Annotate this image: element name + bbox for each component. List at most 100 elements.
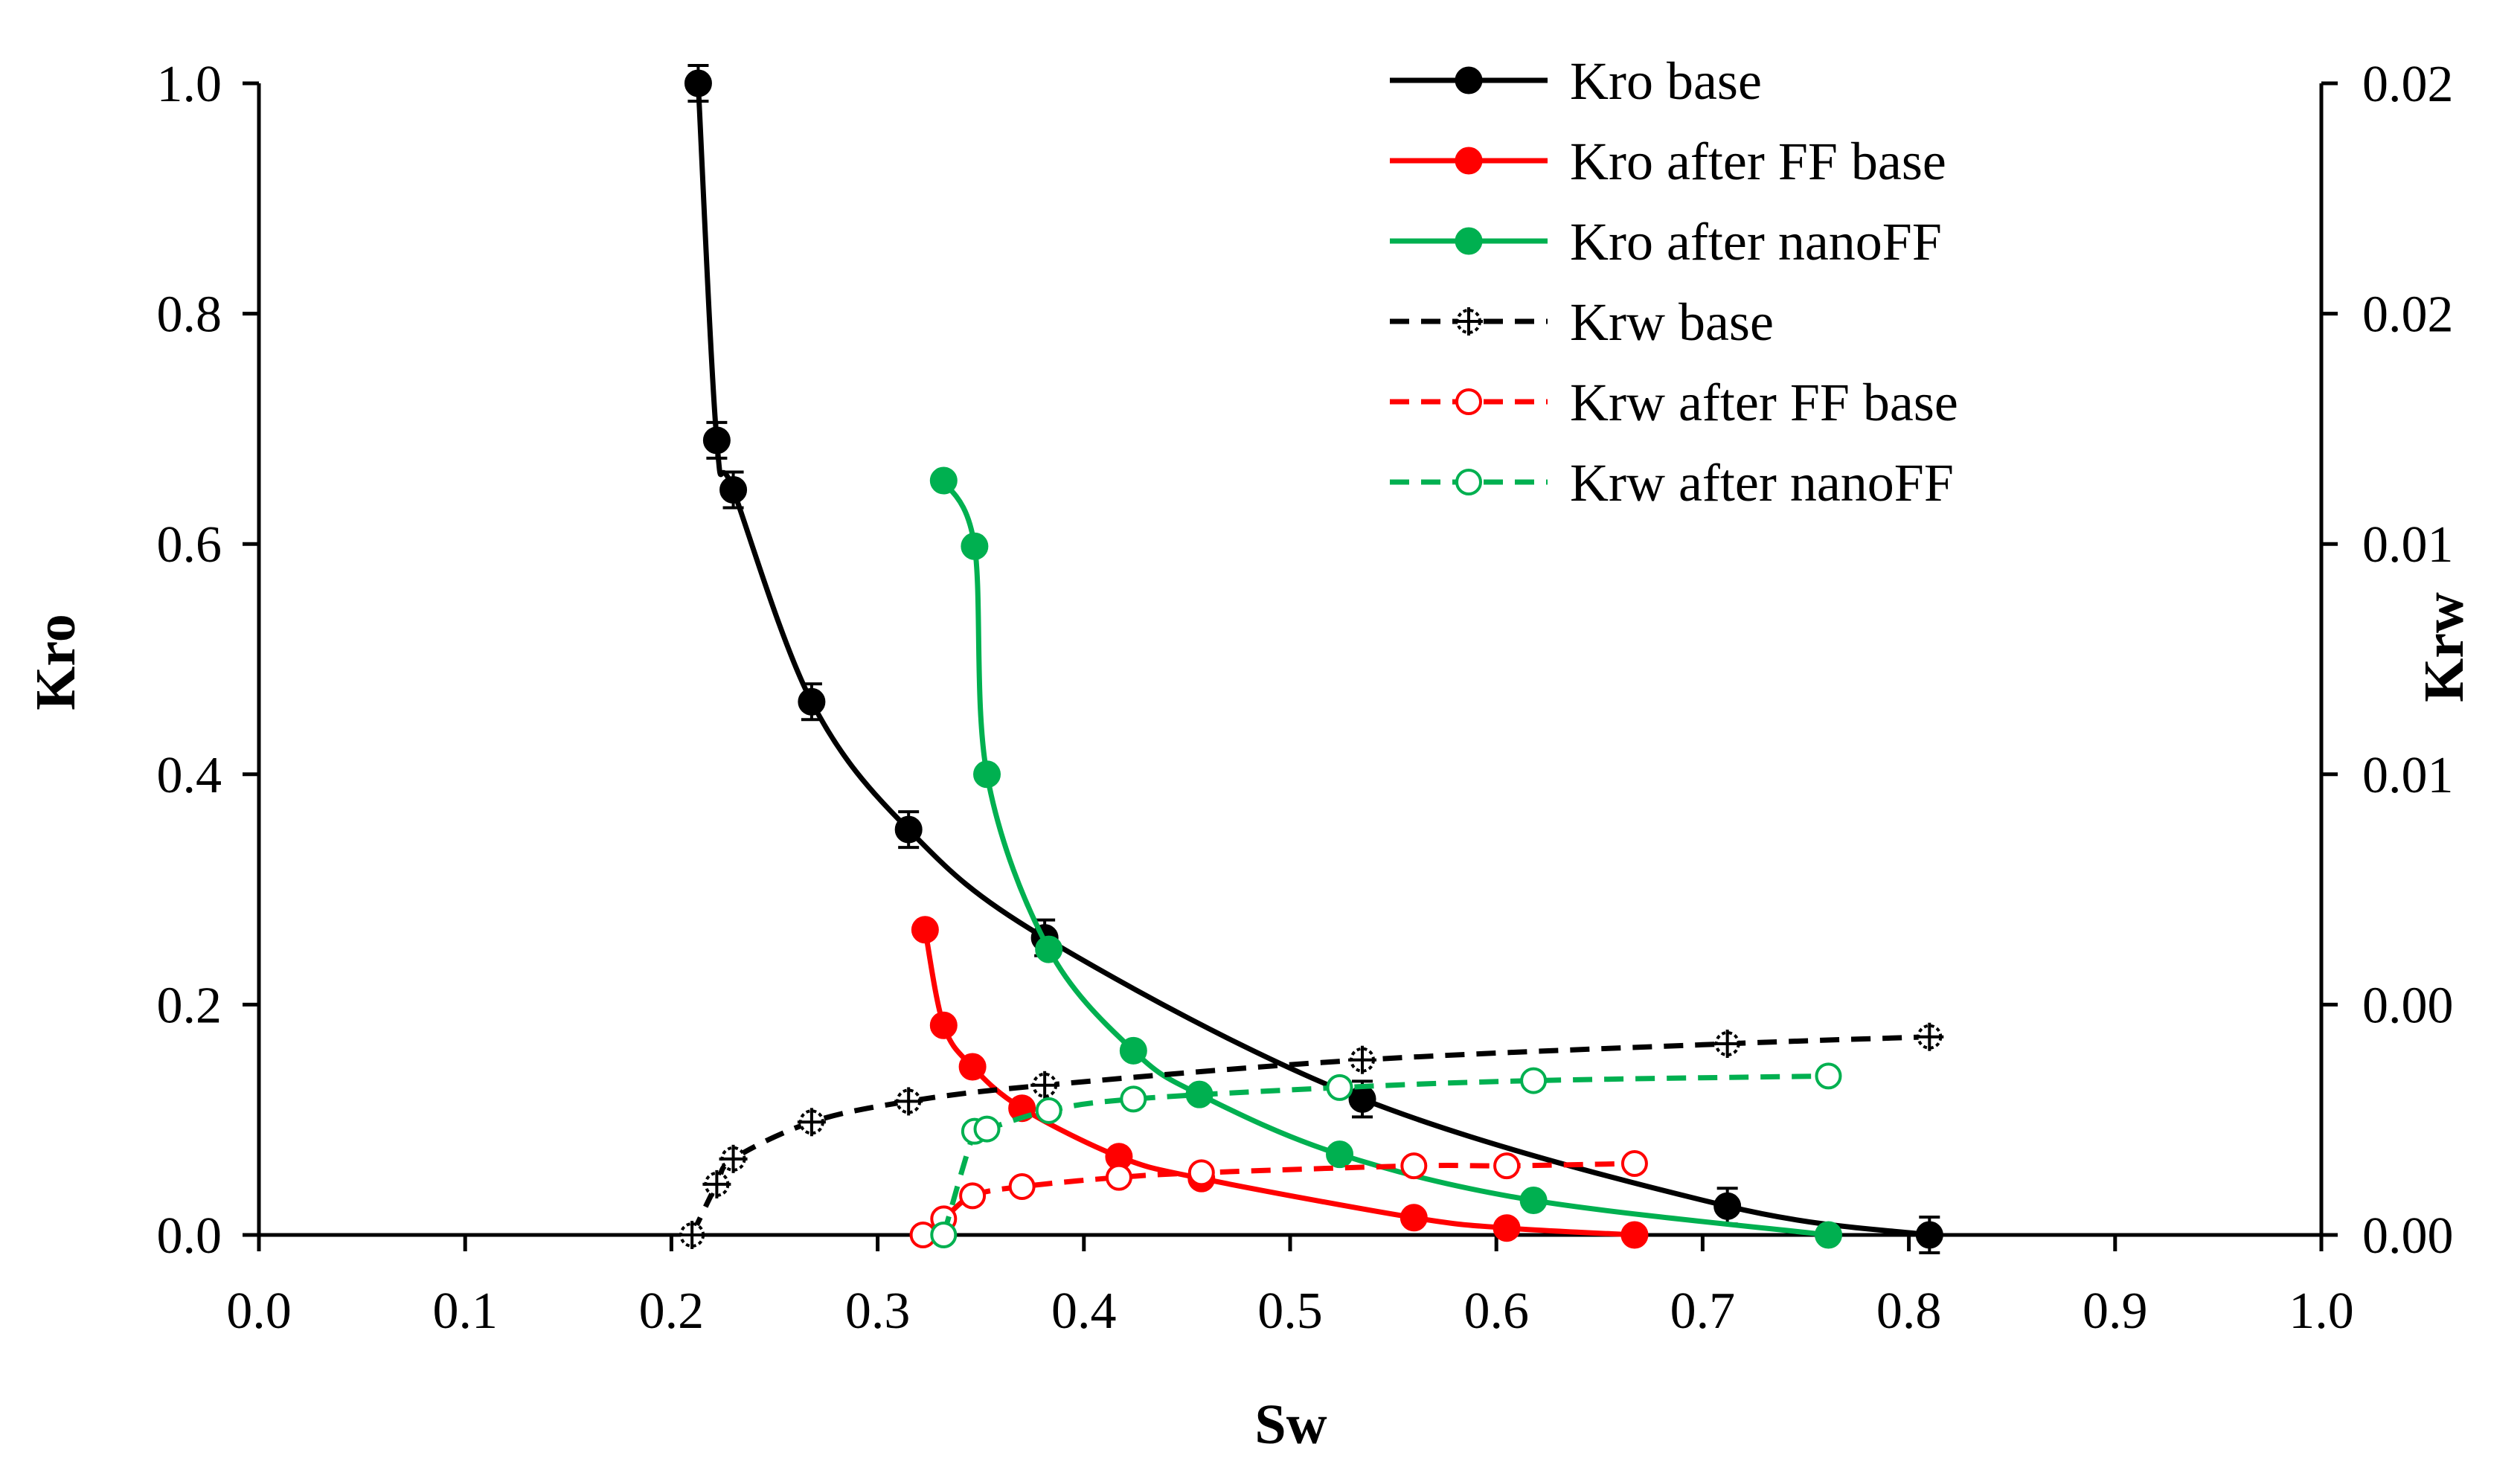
data-point [1035,1097,1062,1124]
y-tick-label: 0.0 [157,1207,222,1265]
data-point [1713,1192,1742,1220]
y2-tick-label: 0.01 [2362,747,2454,804]
series-kro-after-nanoff [929,466,1842,1249]
data-point [961,532,989,560]
legend-item: Kro base [1390,51,1762,111]
y-tick-label: 1.0 [157,56,222,113]
legend-item: Kro after FF base [1390,132,1946,191]
data-point [798,687,826,716]
x-tick-label: 0.1 [432,1283,498,1340]
data-point [719,475,748,504]
data-point [719,1144,748,1173]
x-tick-label: 0.4 [1051,1283,1117,1340]
legend-item: Kro after nanoFF [1390,212,1942,272]
data-point [702,1169,731,1198]
legend-label: Kro after FF base [1570,132,1946,191]
x-tick-label: 0.7 [1670,1283,1736,1340]
y2-tick-label: 0.01 [2362,516,2454,574]
x-tick-label: 0.3 [845,1283,911,1340]
x-tick-label: 0.6 [1463,1283,1529,1340]
series-krw-base [678,1022,1944,1249]
data-point [1120,1085,1147,1113]
data-point [1326,1140,1354,1169]
x-tick-label: 0.2 [639,1283,705,1340]
data-point [911,916,939,944]
y-tick-label: 0.2 [157,977,222,1034]
data-point [930,1222,958,1248]
y2-tick-label: 0.00 [2362,977,2454,1034]
data-point [959,1182,987,1210]
data-point [1400,1152,1428,1180]
data-point [1326,1074,1353,1101]
data-point [1008,1172,1036,1200]
y2-tick-label: 0.00 [2362,1207,2454,1265]
data-point [1400,1204,1428,1232]
legend-label: Kro after nanoFF [1570,212,1942,272]
series-krw-after-ff-base [909,1150,1648,1248]
data-point [678,1221,707,1249]
legend: Kro base Kro after FF base Kro after nanoF… [1390,51,1958,513]
data-point [1035,935,1063,963]
legend-marker [1455,469,1482,495]
series-line [922,929,1635,1238]
data-point [1105,1164,1132,1191]
series-kro-base [684,64,1943,1254]
data-point [929,466,958,495]
x-tick-label: 0.8 [1876,1283,1942,1340]
data-point [973,1115,1001,1143]
x-tick-label: 0.9 [2083,1283,2148,1340]
data-point [894,1087,923,1116]
x-tick-label: 0.5 [1257,1283,1323,1340]
y2-axis-title: Krw [2413,592,2475,702]
legend-marker [1455,66,1483,94]
y-tick-label: 0.6 [157,516,222,574]
data-point [1493,1214,1521,1242]
data-point [1519,1187,1548,1215]
data-point [1620,1221,1649,1249]
x-tick-label: 0.0 [226,1283,292,1340]
legend-label: Krw after nanoFF [1570,453,1954,513]
data-point [1713,1030,1742,1059]
legend-item: Krw after nanoFF [1390,453,1954,513]
data-point [1119,1036,1147,1065]
series-line [940,1073,1829,1236]
data-point [684,69,712,97]
data-point [958,1053,987,1081]
legend-item: Krw base [1390,292,1774,352]
legend-label: Krw base [1570,292,1774,352]
axes: 0.0 0.1 0.2 0.3 0.4 0.5 0.6 0.7 0.8 0.9 1.0 0.0 0.2 0… [157,56,2454,1340]
data-point [1620,1150,1648,1178]
y-axis-title: Kro [25,614,87,710]
data-point [1348,1085,1376,1113]
data-point [1815,1062,1842,1090]
y-tick-label: 0.4 [157,747,222,804]
legend-marker [1455,227,1483,255]
x-axis-title: Sw [1254,1393,1327,1456]
data-point [702,426,731,455]
series-line [695,83,1930,1238]
data-point [1493,1152,1521,1180]
data-point [1520,1067,1548,1094]
data-point [1915,1221,1943,1249]
data-point [973,760,1001,789]
x-tick-label: 1.0 [2289,1283,2354,1340]
data-point [929,1011,958,1039]
legend-item: Krw after FF base [1390,373,1958,432]
data-point [797,1108,826,1137]
y2-tick-label: 0.02 [2362,286,2454,344]
y-tick-label: 0.8 [157,286,222,344]
data-point [1187,1159,1215,1187]
legend-marker [1455,307,1483,336]
data-point [1030,1071,1059,1100]
data-point [1814,1221,1842,1249]
legend-label: Kro base [1570,51,1762,111]
series-layer [678,64,1944,1254]
legend-marker [1455,147,1483,175]
series-line [921,1161,1635,1237]
y2-tick-label: 0.02 [2362,56,2454,113]
legend-marker [1455,388,1482,415]
data-point [1915,1022,1944,1051]
data-point [1348,1045,1377,1074]
